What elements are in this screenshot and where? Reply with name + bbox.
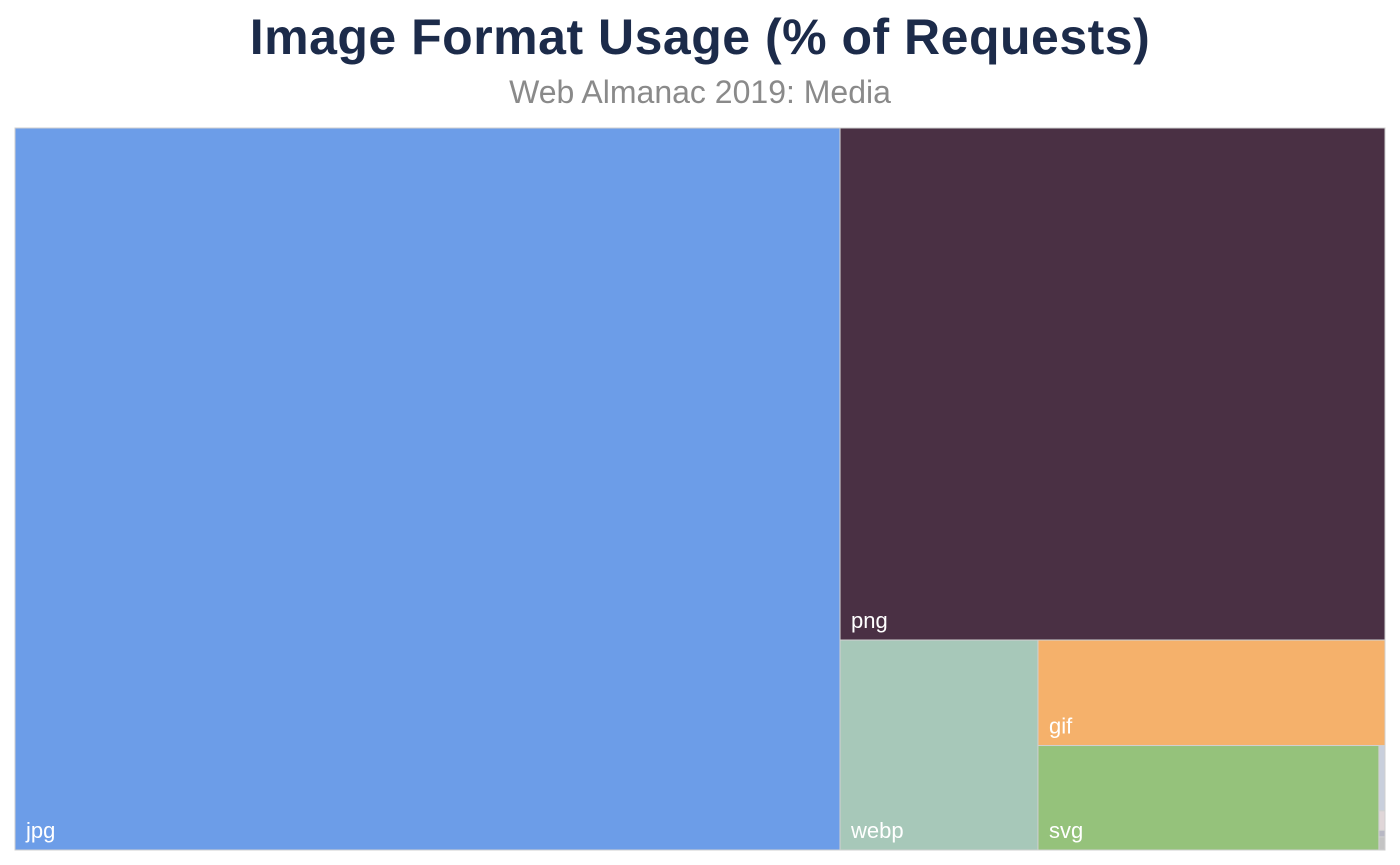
treemap-cell-webp: webp [839,639,1039,851]
treemap-label: gif [1049,714,1073,739]
treemap-cell-gif: gif [1037,639,1386,747]
treemap-cell-svg: svg [1037,745,1380,851]
treemap-label: webp [850,818,904,843]
treemap-cell-jpg: jpg [14,127,841,851]
chart-subtitle: Web Almanac 2019: Media [509,74,891,110]
treemap-rect [839,639,1039,851]
treemap-rect [839,127,1386,641]
treemap-cell-png: png [839,127,1386,641]
treemap-cell [1378,836,1386,851]
treemap-cell [1378,829,1386,838]
chart-title: Image Format Usage (% of Requests) [249,9,1151,65]
treemap-cell [1378,810,1386,831]
treemap-rect [1037,639,1386,747]
treemap-label: jpg [25,818,55,843]
treemap-rect [1378,836,1386,851]
treemap-rect [1037,745,1380,851]
treemap-rect [1378,829,1386,838]
treemap-rect [14,127,841,851]
treemap-border [14,127,1386,851]
treemap-label: svg [1049,818,1083,843]
treemap-rect [1378,745,1386,812]
treemap-label: png [851,608,888,633]
treemap-cell [1378,745,1386,812]
treemap-rect [1378,810,1386,831]
